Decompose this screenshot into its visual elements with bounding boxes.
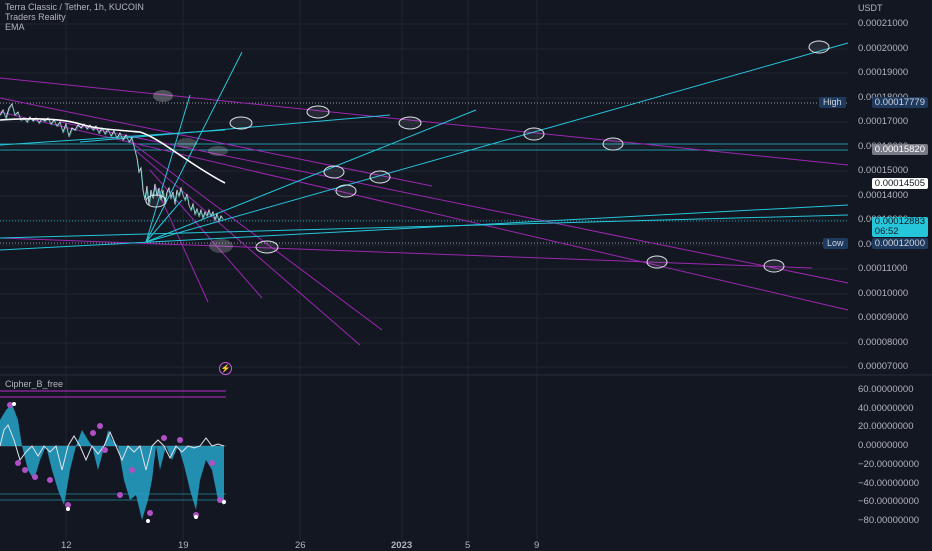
time-axis-label: 9: [534, 540, 540, 551]
lightning-icon[interactable]: ⚡: [219, 362, 232, 375]
candle-countdown: 06:52: [874, 226, 899, 237]
current-price-tag: 0.00012883 06:52: [871, 216, 928, 237]
high-label-tag: High: [819, 97, 846, 108]
time-axis-label: 26: [295, 540, 306, 551]
grid: [0, 0, 848, 540]
oscillator-title[interactable]: Cipher_B_free: [5, 379, 64, 389]
oscillator-pane: [0, 390, 226, 523]
ema-line: [0, 118, 226, 184]
low-price-tag: 0.00012000: [871, 238, 928, 249]
osc-axis-label: 20.00000000: [858, 421, 914, 432]
osc-axis-label: −80.00000000: [858, 515, 920, 526]
symbol-title[interactable]: Terra Classic / Tether, 1h, KUCOIN: [5, 2, 144, 12]
price-axis-label: 0.00021000: [858, 18, 909, 29]
high-price-tag: 0.00017779: [871, 97, 928, 108]
time-axis-label: 5: [465, 540, 471, 551]
time-axis-label: 19: [178, 540, 189, 551]
price-axis-label: 0.00011000: [858, 263, 908, 274]
price-unit: USDT: [858, 3, 883, 13]
time-axis-label: 2023: [391, 540, 413, 551]
price-axis-label: 0.00020000: [858, 43, 909, 54]
chart-legend[interactable]: Terra Classic / Tether, 1h, KUCOIN Trade…: [5, 2, 144, 32]
circle-markers: [145, 40, 830, 273]
osc-axis-label: 60.00000000: [858, 384, 914, 395]
osc-axis-label: −60.00000000: [858, 496, 920, 507]
marker-price-tag: 0.00014505: [871, 178, 928, 189]
cyan-trendlines: [0, 42, 849, 251]
indicator-ema[interactable]: EMA: [5, 22, 25, 32]
low-label-tag: Low: [823, 238, 848, 249]
price-axis-label: 0.00014000: [858, 190, 909, 201]
osc-axis-label: −40.00000000: [858, 478, 920, 489]
price-axis-label: 0.00007000: [858, 361, 909, 372]
osc-axis-label: 0.00000000: [858, 440, 909, 451]
indicator-traders-reality[interactable]: Traders Reality: [5, 12, 66, 22]
price-candles: [0, 102, 224, 223]
osc-axis-label: −20.00000000: [858, 459, 920, 470]
osc-axis-label: 40.00000000: [858, 403, 914, 414]
level-price-tag: 0.00015820: [871, 144, 928, 155]
price-axis-label: 0.00009000: [858, 312, 909, 323]
price-axis-label: 0.00019000: [858, 67, 909, 78]
price-axis-label: 0.00017000: [858, 116, 909, 127]
price-axis-label: 0.00010000: [858, 288, 909, 299]
current-price-value: 0.00012883: [874, 216, 925, 227]
price-axis-label: 0.00008000: [858, 337, 909, 348]
time-axis-label: 12: [61, 540, 72, 551]
price-axis-label: 0.00015000: [858, 165, 909, 176]
